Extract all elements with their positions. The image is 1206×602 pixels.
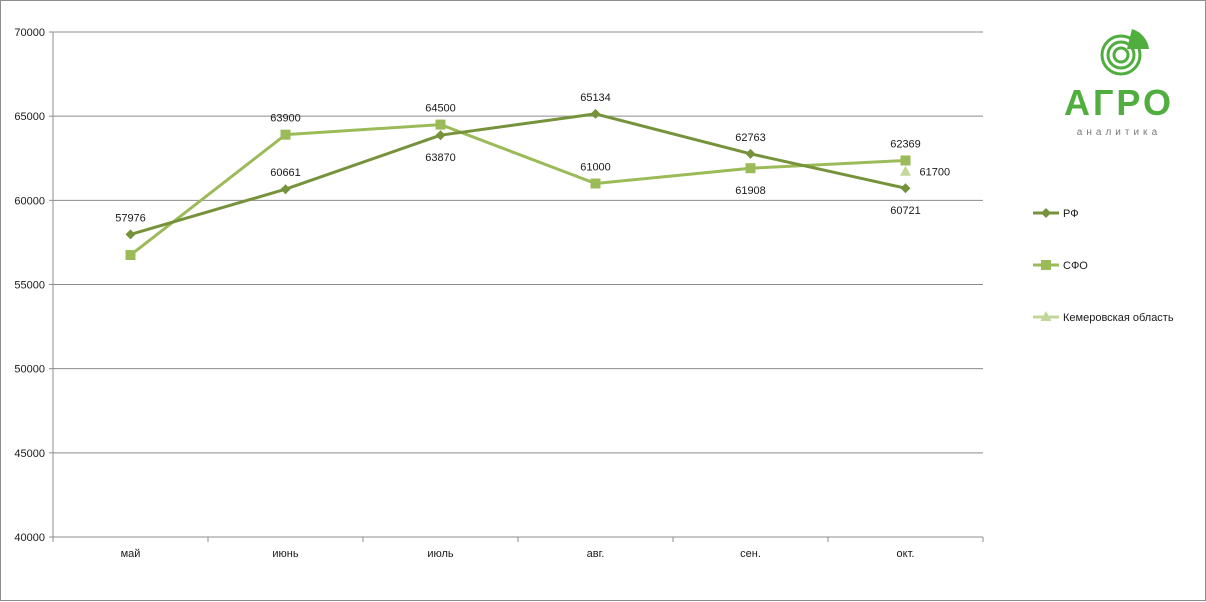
y-tick-label: 65000 xyxy=(14,111,45,123)
square-marker xyxy=(435,119,446,130)
square-marker xyxy=(745,163,756,174)
legend-entry: РФ xyxy=(1063,208,1079,220)
agro-rings-icon xyxy=(1100,29,1149,76)
data-label: 60721 xyxy=(890,205,921,217)
x-tick-label: май xyxy=(121,548,141,560)
square-marker xyxy=(900,155,911,166)
data-label: 62763 xyxy=(735,132,766,144)
data-label: 57976 xyxy=(115,212,146,224)
data-label: 62369 xyxy=(890,138,921,150)
data-labels: 63900 64500 61000 61908 62369 57976 60661 63870… xyxy=(115,92,950,224)
y-tick-label: 60000 xyxy=(14,195,45,207)
square-marker xyxy=(1041,260,1051,270)
x-tick-label: июль xyxy=(427,548,454,560)
y-tick-label: 70000 xyxy=(14,27,45,39)
square-marker xyxy=(125,250,136,261)
x-axis-ticks: май июнь июль авг. сен. окт. xyxy=(52,537,984,560)
diamond-marker xyxy=(1041,208,1051,218)
diamond-marker xyxy=(590,108,601,119)
y-tick-label: 45000 xyxy=(14,448,45,460)
agro-logo: АГРО аналитика xyxy=(1064,29,1174,138)
data-label: 61000 xyxy=(580,162,611,174)
data-label: 61700 xyxy=(920,167,951,179)
data-label: 63870 xyxy=(425,152,456,164)
x-tick-label: окт. xyxy=(897,548,915,560)
diamond-marker xyxy=(900,183,911,194)
data-label: 60661 xyxy=(270,167,301,179)
data-label: 63900 xyxy=(270,113,301,125)
data-label: 65134 xyxy=(580,92,611,104)
legend: РФ СФО Кемеровская область xyxy=(1033,208,1174,324)
data-label: 61908 xyxy=(735,185,766,197)
diamond-marker xyxy=(280,184,291,195)
y-tick-label: 50000 xyxy=(14,364,45,376)
legend-entry: Кемеровская область xyxy=(1063,312,1174,324)
data-label: 64500 xyxy=(425,103,456,115)
logo-word: АГРО xyxy=(1064,82,1174,123)
x-tick-label: сен. xyxy=(740,548,761,560)
series-line-0 xyxy=(130,112,906,236)
diamond-marker xyxy=(125,229,136,240)
series-line-1 xyxy=(129,123,906,257)
grid-lines xyxy=(53,31,983,454)
y-axis-ticks: 40000 45000 50000 55000 60000 65000 70000 xyxy=(14,27,53,544)
x-tick-label: июнь xyxy=(272,548,298,560)
square-marker xyxy=(280,129,291,140)
series-layer xyxy=(125,108,911,261)
diamond-marker xyxy=(745,148,756,159)
triangle-marker xyxy=(900,165,911,176)
legend-entry: СФО xyxy=(1063,260,1088,272)
y-tick-label: 55000 xyxy=(14,280,45,292)
logo-tagline: аналитика xyxy=(1077,127,1161,138)
x-tick-label: авг. xyxy=(587,548,605,560)
diamond-marker xyxy=(435,130,446,141)
y-tick-label: 40000 xyxy=(14,532,45,544)
square-marker xyxy=(590,178,601,189)
triangle-marker xyxy=(1040,311,1052,321)
